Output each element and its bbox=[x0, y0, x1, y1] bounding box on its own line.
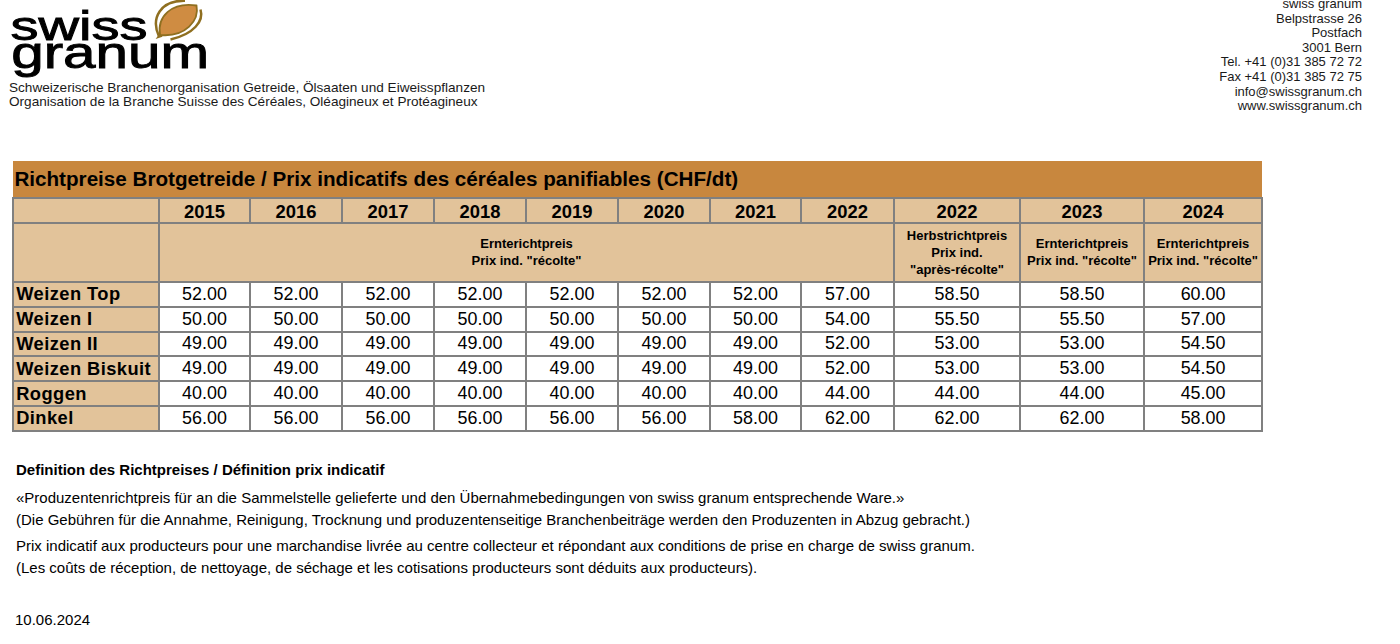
svg-text:granum: granum bbox=[11, 28, 209, 77]
